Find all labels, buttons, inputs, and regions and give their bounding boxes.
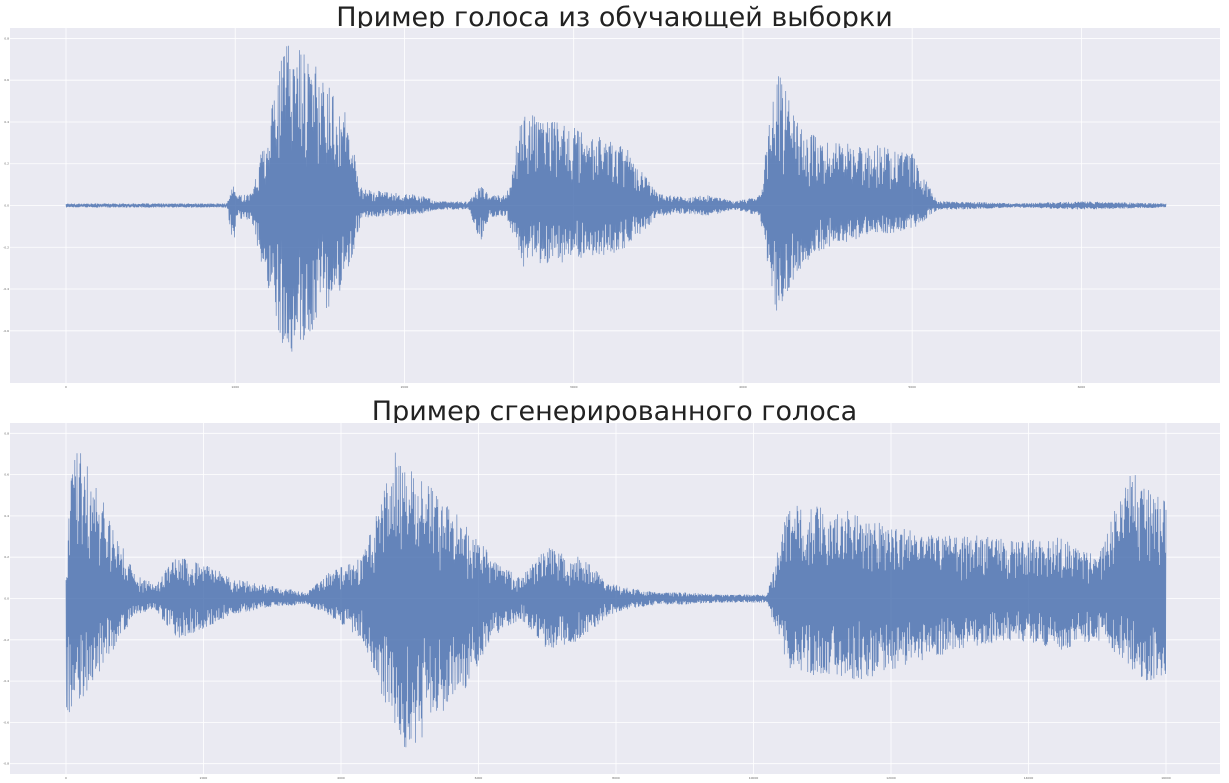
y-tick-label: -0.4 (3, 679, 9, 683)
y-tick-label: 0.2 (4, 162, 9, 166)
x-tick-label: 3000 (570, 385, 578, 389)
x-tick-label: 6000 (1078, 385, 1086, 389)
x-tick-label: 8000 (612, 776, 620, 780)
y-tick-label: 0.0 (4, 204, 9, 208)
waveform-series-line (65, 452, 1167, 748)
x-tick-label: 6000 (475, 776, 483, 780)
x-tick-label: 4000 (337, 776, 345, 780)
y-tick-label: -0.8 (3, 762, 9, 766)
y-tick-label: 0.6 (4, 78, 9, 82)
y-tick-label: -0.2 (3, 638, 9, 642)
y-tick-label: 0.2 (4, 555, 9, 559)
waveform-series-line (65, 45, 1167, 352)
x-tick-label: 2000 (401, 385, 409, 389)
x-tick-label: 0 (65, 776, 67, 780)
y-tick-label: 0.4 (4, 120, 9, 124)
x-tick-label: 10000 (749, 776, 759, 780)
chart-panel-1: 0 2000 4000 6000 8000 10000 12000 14000 16000 0.8… (3, 423, 1220, 780)
y-tick-label: 0.8 (4, 36, 9, 40)
x-tick-label: 2000 (200, 776, 208, 780)
y-tick-label: 0.4 (4, 514, 9, 518)
y-tick-label: 0.8 (4, 431, 9, 435)
x-tick-label: 14000 (1024, 776, 1034, 780)
y-tick-label: 0.0 (4, 597, 9, 601)
x-tick-label: 12000 (886, 776, 896, 780)
y-tick-label: 0.6 (4, 473, 9, 477)
chart-title-generated-voice: Пример сгенерированного голоса (371, 396, 858, 427)
x-tick-label: 5000 (908, 385, 916, 389)
chart-title-training-voice: Пример голоса из обучающей выборки (336, 2, 893, 33)
chart-panel-0: 0 1000 2000 3000 4000 5000 6000 0.8 0.6 0.4 0.2 0.0… (3, 28, 1220, 389)
y-tick-label: -0.6 (3, 720, 9, 724)
y-tick-label: -0.2 (3, 245, 9, 249)
x-tick-label: 0 (65, 385, 67, 389)
y-tick-label: -0.6 (3, 329, 9, 333)
x-tick-label: 1000 (231, 385, 239, 389)
x-tick-label: 4000 (739, 385, 747, 389)
y-tick-label: -0.4 (3, 287, 9, 291)
x-tick-label: 16000 (1161, 776, 1171, 780)
